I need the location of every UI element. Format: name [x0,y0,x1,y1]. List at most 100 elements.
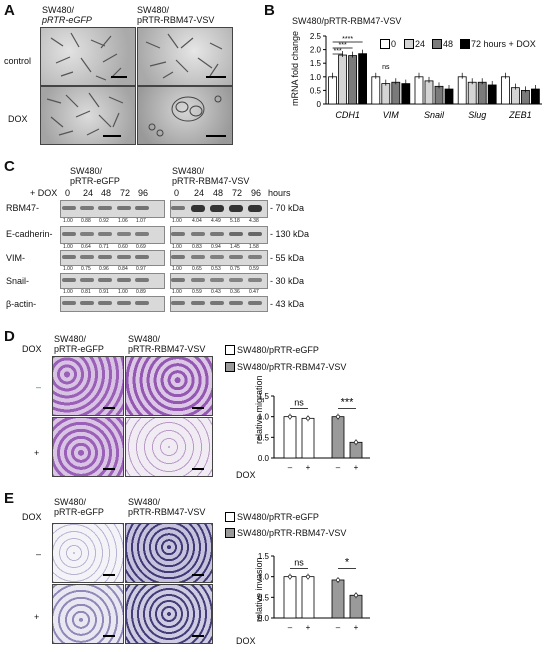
panel-b-bar [328,76,337,105]
legend-swatch-0 [380,39,390,49]
timepoint-label: 48 [101,188,112,198]
panel-a-col1-line2: pRTR-eGFP [42,15,92,25]
blot-band [191,300,205,306]
blot-row-label: Snail- [6,276,30,286]
blot-strip [60,250,165,266]
panel-e-sig-left: ns [294,557,304,567]
panel-d-xtick-label: – [288,463,293,472]
blot-band [62,254,76,260]
blot-quant-value: 1.00 [172,266,182,272]
panel-b-bar [467,81,477,105]
blot-band [117,277,131,283]
blot-quant-value: 0.97 [136,266,146,272]
legend-swatch-48 [432,39,442,49]
blot-quant-value: 0.88 [81,218,91,224]
panel-b-bar [510,87,520,105]
blot-band [80,205,94,211]
blot-row-label: E-cadherin- [6,229,53,239]
blot-band [98,232,112,236]
panel-d-chart: 0.0 0.5 1.0 1.5 – + – + ns *** [258,392,370,472]
blot-quant-value: 0.59 [192,289,202,295]
legend-d-egfp: SW480/pRTR-eGFP [237,345,319,355]
blot-band [229,255,243,259]
blot-band [229,278,243,282]
blot-band [80,255,94,259]
panel-b-bar [424,80,434,105]
blot-kda-label: - 55 kDa [270,253,305,263]
panel-d-sig-right: *** [341,396,355,408]
panel-e-ytick-label: 1.5 [258,552,270,561]
legend-d-egfp-swatch [225,345,235,355]
blot-quant-value: 0.59 [249,266,259,272]
panel-d-bar [301,417,315,459]
legend-label-24: 24 [415,39,426,49]
panel-b-bar [520,90,530,105]
panel-b-bar [444,88,454,105]
blot-kda-label: - 70 kDa [270,203,305,213]
panel-e-point [336,578,340,582]
blot-quant-value: 1.00 [172,218,182,224]
micrograph-rbm47-dox [137,86,233,145]
panel-e-col2-line1: SW480/ [128,497,161,507]
blot-quant-value: 1.00 [63,244,73,250]
invasion-rbm47-minus [125,523,213,583]
panel-a-col2-line1: SW480/ [137,5,170,15]
blot-band [210,204,224,212]
panel-b-bar [414,76,424,105]
panel-e-bar [283,576,297,619]
panel-b-bar [487,84,497,105]
blot-quant-value: 0.60 [118,244,128,250]
panel-b-bar [391,81,401,105]
legend-label-48: 48 [443,39,454,49]
micrograph-rbm47-control [137,27,233,86]
panel-e-xtick-label: – [336,623,341,632]
blot-band [248,231,262,237]
blot-band [117,254,131,259]
blot-quant-value: 0.81 [81,289,91,295]
blot-band [98,254,112,260]
migration-egfp-minus [52,356,124,416]
migration-rbm47-plus [125,417,213,477]
panel-e-bar [301,576,315,619]
panel-d-dox-label: DOX [22,344,42,354]
panel-e-col2-line2: pRTR-RBM47-VSV [128,507,206,517]
blot-kda-label: - 43 kDa [270,299,305,309]
blot-quant-value: 0.84 [118,266,128,272]
blot-band [171,205,185,211]
panel-d-minus: – [36,382,42,392]
panel-b-bar [358,53,367,105]
blot-quant-value: 1.00 [63,266,73,272]
blot-band [98,277,112,283]
blot-quant-value: 1.07 [136,218,146,224]
legend-e-rbm47-swatch [225,528,235,538]
panel-e-bar [349,594,363,619]
timepoint-label: 72 [232,188,243,198]
legend-swatch-24 [404,39,414,49]
panel-b-bar [381,83,391,105]
timepoint-label: 72 [120,188,131,198]
panel-b-ytick-label: 1.0 [310,73,322,82]
blot-quant-value: 0.83 [192,244,202,250]
invasion-rbm47-plus [125,584,213,644]
blot-quant-value: 4.38 [249,218,259,224]
panel-b-category-label: Slug [468,110,486,120]
blot-quant-value: 1.58 [249,244,259,250]
panel-a-col1-line1: SW480/ [42,5,75,15]
panel-a-row-dox: DOX [8,114,28,124]
panel-e-ytick-label: 1.0 [258,573,270,582]
panel-e-xlabel-dox: DOX [236,636,256,646]
legend-label-72: 72 hours + DOX [471,39,536,49]
panel-d-xtick-label: – [336,463,341,472]
panel-b-category-label: CDH1 [335,110,360,120]
blot-band [229,300,243,306]
panel-d-point [336,414,340,419]
blot-band [229,204,243,212]
panel-c-left-header-1: SW480/ [70,166,103,176]
timepoint-label: 96 [138,188,149,198]
blot-band [80,278,94,282]
blot-quant-value: 1.00 [172,289,182,295]
blot-band [229,231,243,237]
blot-quant-value: 0.65 [192,266,202,272]
legend-d-rbm47: SW480/pRTR-RBM47-VSV [237,362,347,372]
blot-row-label: RBM47- [6,203,40,213]
